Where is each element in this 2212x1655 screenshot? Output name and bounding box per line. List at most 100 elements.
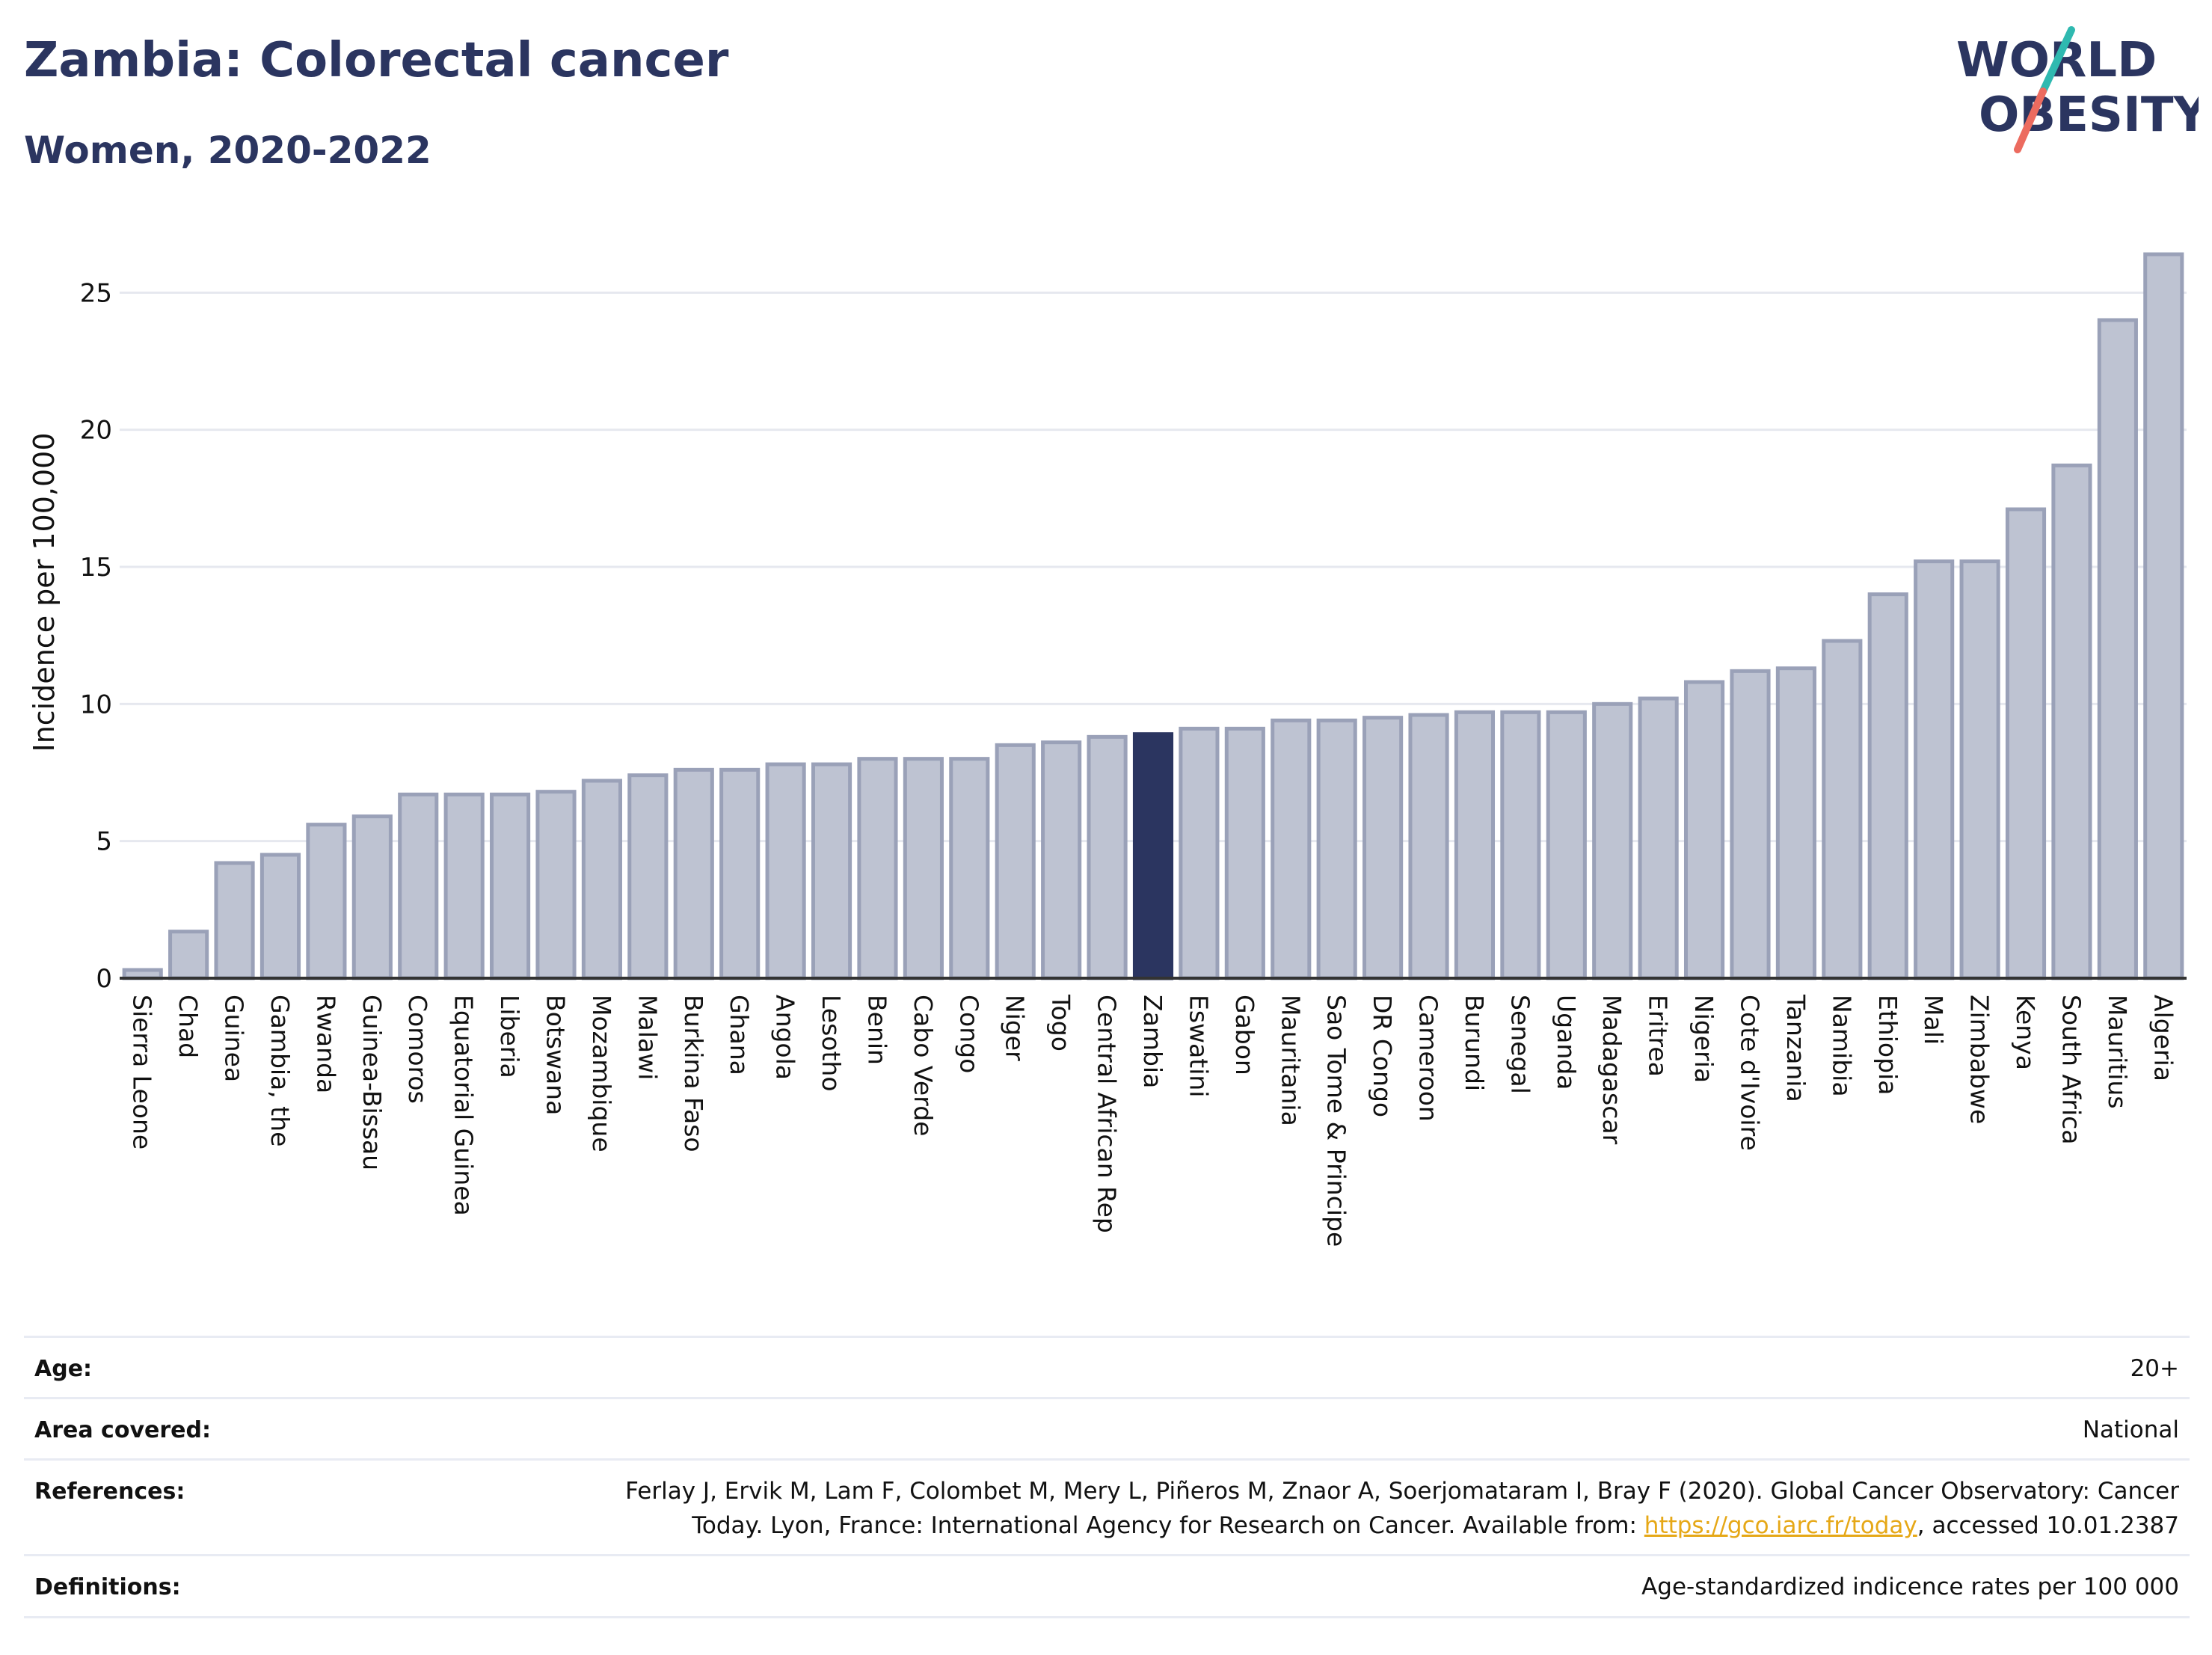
x-tick-label: Guinea-Bissau xyxy=(357,995,387,1170)
x-tick-label: Congo xyxy=(954,995,983,1073)
x-tick-label: Madagascar xyxy=(1597,995,1626,1145)
references-line-2-text: Today. Lyon, France: International Agenc… xyxy=(692,1512,1644,1539)
bar xyxy=(1775,666,1816,980)
bar xyxy=(2097,318,2138,980)
x-tick-label: Benin xyxy=(862,995,891,1065)
x-tick-label: Cameroon xyxy=(1414,995,1443,1122)
age-label: Age: xyxy=(34,1356,93,1382)
logo-slash-coral xyxy=(2014,87,2047,153)
bar xyxy=(1683,680,1725,980)
x-tick-label: Zambia xyxy=(1138,995,1167,1088)
bar xyxy=(811,762,852,980)
x-tick-label: Togo xyxy=(1046,994,1075,1051)
bar xyxy=(535,790,577,980)
axes: 0 5 10 15 20 25 Sierra Leone Chad Guinea Gambia, … xyxy=(80,278,2187,1247)
y-tick-label: 20 xyxy=(80,416,112,446)
bar xyxy=(1730,669,1771,980)
logo-slash-teal xyxy=(2039,26,2075,95)
bar-chart: 0 5 10 15 20 25 Sierra Leone Chad Guinea Gambia, … xyxy=(28,252,2187,1247)
bar xyxy=(1500,710,1541,980)
y-tick-label: 25 xyxy=(80,278,112,308)
chart-subtitle: Women, 2020-2022 xyxy=(24,129,431,172)
x-tick-label: Sierra Leone xyxy=(128,995,157,1149)
bar xyxy=(627,773,669,980)
bars xyxy=(122,252,2184,980)
x-tick-label: Uganda xyxy=(1552,995,1581,1090)
x-tick-label: Malawi xyxy=(633,995,662,1080)
bar xyxy=(351,814,393,980)
bar xyxy=(1867,592,1908,980)
x-tick-label: Gabon xyxy=(1230,995,1259,1075)
definitions-label: Definitions: xyxy=(34,1574,181,1600)
age-value: 20+ xyxy=(2130,1355,2179,1382)
x-tick-label: Gambia, the xyxy=(265,995,295,1146)
meta-row-definitions: Definitions: Age-standardized indicence … xyxy=(24,1554,2190,1618)
y-tick-label: 15 xyxy=(80,553,112,583)
logo-word-obesity: OBESITY xyxy=(1979,87,2199,143)
bar xyxy=(1546,710,1587,980)
bar xyxy=(259,853,301,980)
meta-row-age: Age: 20+ xyxy=(24,1336,2190,1398)
bar xyxy=(1041,740,1082,980)
bar xyxy=(1914,559,1955,980)
bar xyxy=(673,767,714,980)
x-tick-label: Eswatini xyxy=(1184,995,1213,1097)
definitions-value: Age-standardized indicence rates per 100… xyxy=(1641,1573,2179,1600)
x-tick-label: Senegal xyxy=(1505,995,1534,1094)
bar xyxy=(1822,639,1863,980)
bar xyxy=(443,792,485,980)
x-tick-label: Mauritania xyxy=(1276,995,1305,1126)
chart-title: Zambia: Colorectal cancer xyxy=(24,33,729,88)
x-tick-label: Mauritius xyxy=(2103,995,2132,1109)
bar xyxy=(168,930,209,980)
x-tick-label: Namibia xyxy=(1827,995,1856,1097)
x-tick-label: Comoros xyxy=(403,995,432,1104)
bar xyxy=(581,779,623,980)
x-tick-label: DR Congo xyxy=(1368,995,1397,1117)
x-tick-label: Chad xyxy=(173,995,203,1058)
references-value: Ferlay J, Ervik M, Lam F, Colombet M, Me… xyxy=(625,1474,2179,1543)
bar xyxy=(1224,726,1265,980)
x-tick-label: Ethiopia xyxy=(1873,995,1902,1095)
x-tick-label: Burkina Faso xyxy=(679,995,708,1152)
bar xyxy=(1592,701,1633,980)
references-line-2: Today. Lyon, France: International Agenc… xyxy=(625,1508,2179,1543)
bar xyxy=(1454,710,1496,980)
y-tick-label: 0 xyxy=(96,964,112,994)
bar xyxy=(949,757,990,980)
meta-row-area: Area covered: National xyxy=(24,1397,2190,1459)
references-line-2-suffix: , accessed 10.01.2387 xyxy=(1917,1512,2179,1539)
world-obesity-logo: WORLD OBESITY xyxy=(1956,26,2199,153)
bar xyxy=(306,823,347,980)
x-tick-label: Tanzania xyxy=(1781,994,1810,1102)
x-tick-label: Niger xyxy=(1001,995,1030,1061)
bar xyxy=(1179,726,1220,980)
references-line-1: Ferlay J, Ervik M, Lam F, Colombet M, Me… xyxy=(625,1478,2179,1505)
bar xyxy=(1638,696,1679,980)
x-tick-label: Central African Rep xyxy=(1093,995,1122,1233)
x-tick-label: Eritrea xyxy=(1644,995,1673,1077)
area-value: National xyxy=(2082,1416,2179,1443)
references-link[interactable]: https://gco.iarc.fr/today xyxy=(1644,1512,1917,1539)
y-axis-label: Incidence per 100,000 xyxy=(28,432,61,752)
bar xyxy=(857,757,898,980)
bar xyxy=(2051,463,2092,980)
x-tick-label: South Africa xyxy=(2056,995,2086,1145)
x-tick-label: Liberia xyxy=(495,995,524,1078)
x-tick-label: Zimbabwe xyxy=(1965,995,1994,1124)
bar xyxy=(765,762,806,980)
x-tick-label: Mali xyxy=(1919,995,1948,1045)
bar xyxy=(490,792,531,980)
x-tick-label: Ghana xyxy=(725,995,754,1075)
bar xyxy=(1362,716,1404,980)
x-tick-label: Angola xyxy=(771,995,800,1080)
bar xyxy=(995,743,1036,980)
bar xyxy=(1959,559,2000,980)
bar xyxy=(1271,718,1312,980)
x-tick-label: Botswana xyxy=(541,995,571,1115)
x-tick-label: Cote d'Ivoire xyxy=(1735,995,1764,1151)
x-tick-label: Lesotho xyxy=(817,995,846,1092)
x-tick-label: Guinea xyxy=(220,995,249,1082)
bar xyxy=(2005,507,2047,980)
x-tick-label: Mozambique xyxy=(587,995,616,1152)
